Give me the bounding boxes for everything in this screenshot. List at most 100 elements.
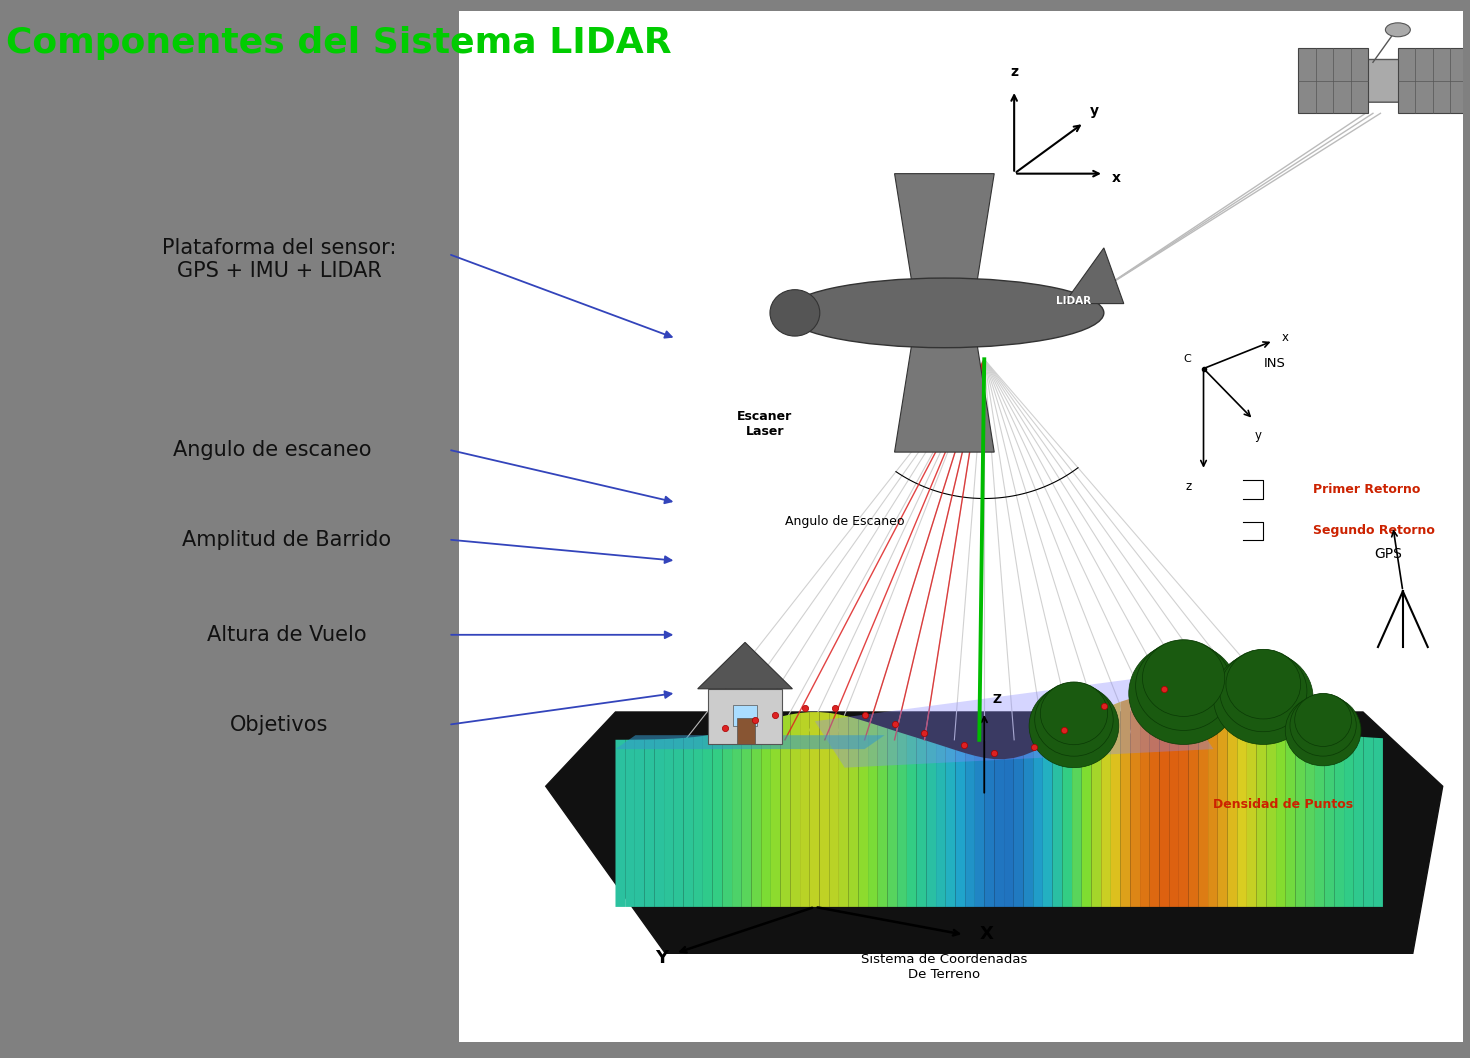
Text: Y: Y xyxy=(656,949,669,967)
Polygon shape xyxy=(897,732,907,907)
Polygon shape xyxy=(1053,734,1063,907)
Polygon shape xyxy=(616,740,625,907)
Polygon shape xyxy=(645,740,654,907)
Circle shape xyxy=(1142,640,1225,716)
Text: Angulo de Escaneo: Angulo de Escaneo xyxy=(785,515,904,528)
Text: z: z xyxy=(1185,480,1192,493)
Text: Angulo de escaneo: Angulo de escaneo xyxy=(172,440,372,459)
Polygon shape xyxy=(761,719,770,907)
Polygon shape xyxy=(819,712,829,907)
Text: y: y xyxy=(1255,428,1261,442)
Ellipse shape xyxy=(1385,23,1410,37)
Polygon shape xyxy=(1101,706,1111,907)
Polygon shape xyxy=(791,713,800,907)
Polygon shape xyxy=(1316,730,1324,907)
Text: Plataforma del sensor:
GPS + IMU + LIDAR: Plataforma del sensor: GPS + IMU + LIDAR xyxy=(162,238,397,280)
Polygon shape xyxy=(1227,705,1238,907)
Polygon shape xyxy=(713,732,722,907)
Polygon shape xyxy=(635,740,645,907)
Polygon shape xyxy=(1169,694,1179,907)
Polygon shape xyxy=(1092,710,1101,907)
Polygon shape xyxy=(907,734,917,907)
Polygon shape xyxy=(926,741,936,907)
Polygon shape xyxy=(878,726,888,907)
Bar xyxy=(734,706,757,726)
Circle shape xyxy=(1035,683,1113,756)
Polygon shape xyxy=(800,712,810,907)
Polygon shape xyxy=(895,327,994,452)
FancyBboxPatch shape xyxy=(1345,59,1401,103)
Text: Segundo Retorno: Segundo Retorno xyxy=(1313,525,1435,537)
Polygon shape xyxy=(975,755,985,907)
Polygon shape xyxy=(1198,697,1208,907)
Text: x: x xyxy=(1111,171,1120,185)
Polygon shape xyxy=(1208,699,1217,907)
Polygon shape xyxy=(839,714,848,907)
Text: X: X xyxy=(979,926,994,944)
Polygon shape xyxy=(722,730,732,907)
Circle shape xyxy=(1285,695,1361,766)
Polygon shape xyxy=(1335,734,1344,907)
Polygon shape xyxy=(1160,694,1169,907)
Text: Componentes del Sistema LIDAR: Componentes del Sistema LIDAR xyxy=(6,26,672,60)
Polygon shape xyxy=(858,719,869,907)
Polygon shape xyxy=(616,735,885,749)
Circle shape xyxy=(1226,650,1301,719)
Polygon shape xyxy=(654,740,664,907)
Polygon shape xyxy=(945,747,956,907)
Bar xyxy=(1298,49,1369,113)
Polygon shape xyxy=(698,642,792,689)
Polygon shape xyxy=(888,729,897,907)
Polygon shape xyxy=(1266,717,1276,907)
Circle shape xyxy=(1136,641,1232,730)
Polygon shape xyxy=(1373,737,1383,907)
Polygon shape xyxy=(1141,695,1150,907)
Polygon shape xyxy=(1295,726,1305,907)
Polygon shape xyxy=(673,738,684,907)
Polygon shape xyxy=(1217,703,1227,907)
Polygon shape xyxy=(1033,747,1042,907)
Polygon shape xyxy=(1276,720,1286,907)
Circle shape xyxy=(1220,651,1307,732)
Polygon shape xyxy=(664,738,673,907)
Bar xyxy=(707,689,782,745)
Ellipse shape xyxy=(785,278,1104,348)
Polygon shape xyxy=(869,723,878,907)
Circle shape xyxy=(1041,682,1107,745)
Circle shape xyxy=(1038,682,1110,749)
Polygon shape xyxy=(1364,737,1373,907)
Polygon shape xyxy=(742,725,751,907)
Polygon shape xyxy=(1150,694,1160,907)
Text: Z: Z xyxy=(992,693,1001,706)
Polygon shape xyxy=(1004,758,1014,907)
Polygon shape xyxy=(1344,735,1354,907)
Polygon shape xyxy=(814,675,1214,768)
Polygon shape xyxy=(781,714,791,907)
Polygon shape xyxy=(1286,724,1295,907)
Polygon shape xyxy=(545,712,1442,953)
Polygon shape xyxy=(985,758,994,907)
Text: y: y xyxy=(1089,104,1098,117)
Text: GPS: GPS xyxy=(1374,547,1402,561)
Polygon shape xyxy=(625,740,635,907)
Text: LIDAR: LIDAR xyxy=(1057,295,1092,306)
Text: Amplitud de Barrido: Amplitud de Barrido xyxy=(182,530,391,549)
Polygon shape xyxy=(966,753,975,907)
Bar xyxy=(1398,49,1467,113)
Polygon shape xyxy=(1120,698,1130,907)
Polygon shape xyxy=(1179,694,1189,907)
Text: z: z xyxy=(1010,65,1019,79)
Polygon shape xyxy=(1111,701,1120,907)
Circle shape xyxy=(1292,693,1354,750)
Polygon shape xyxy=(829,713,839,907)
Polygon shape xyxy=(694,736,703,907)
Polygon shape xyxy=(1305,728,1316,907)
Polygon shape xyxy=(1072,722,1082,907)
Polygon shape xyxy=(751,723,761,907)
Circle shape xyxy=(1291,694,1357,756)
Polygon shape xyxy=(895,174,994,299)
Polygon shape xyxy=(732,728,742,907)
Circle shape xyxy=(1295,693,1351,747)
Polygon shape xyxy=(1014,755,1023,907)
Polygon shape xyxy=(1023,751,1033,907)
